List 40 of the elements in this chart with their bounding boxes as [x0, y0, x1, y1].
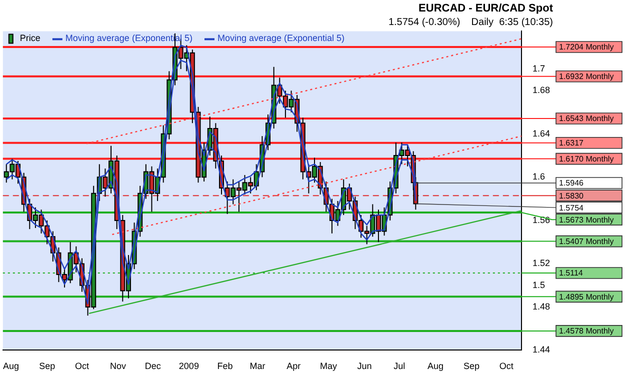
ref-line-label: 1.5407 Monthly: [559, 237, 614, 246]
x-tick-label: Aug: [427, 361, 444, 372]
ref-line-label: 1.4578 Monthly: [559, 326, 614, 336]
annotation: 1.5754: [559, 203, 584, 212]
x-tick-label: Jul: [394, 361, 406, 372]
x-tick-label: Nov: [110, 361, 127, 372]
y-tick-label: 1.64: [532, 128, 550, 138]
x-tick-label: Aug: [3, 361, 20, 372]
legend-label: Price: [20, 33, 40, 44]
ref-line-label: 1.7204 Monthly: [559, 42, 614, 52]
ref-line-label: 1.4895 Monthly: [559, 292, 614, 302]
legend-label: Moving average (Exponential 5): [217, 33, 345, 44]
chart-title: EURCAD - EUR/CAD Spot: [418, 2, 554, 15]
x-tick-label: Oct: [74, 361, 90, 372]
chart-subtitle: 1.5754 (-0.30%) Daily 6:35 (10:35): [388, 16, 553, 28]
y-tick-label: 1.48: [532, 301, 550, 312]
y-tick-label: 1.52: [532, 258, 550, 268]
y-tick-label: 1.5: [532, 280, 545, 290]
x-tick-label: 2009: [178, 361, 199, 372]
x-tick-label: Mar: [250, 361, 266, 372]
ref-line-label: 1.5830: [559, 191, 584, 200]
ref-line-label: 1.5673 Monthly: [559, 215, 614, 224]
x-tick-label: Dec: [144, 361, 162, 372]
y-tick-label: 1.7: [532, 64, 545, 74]
x-tick-label: Oct: [499, 361, 514, 372]
ref-line-label: 1.6932 Monthly: [559, 72, 614, 82]
ref-line-label: 1.5114: [559, 268, 584, 278]
x-tick-label: Apr: [286, 361, 301, 372]
y-tick-label: 1.6: [532, 172, 545, 182]
ref-line-label: 1.6170 Monthly: [559, 154, 614, 164]
x-tick-label: Sep: [39, 361, 56, 372]
x-tick-label: May: [320, 361, 338, 372]
x-tick-label: Sep: [463, 361, 480, 372]
ref-line-label: 1.6543 Monthly: [559, 114, 614, 124]
x-tick-label: Feb: [217, 361, 233, 372]
ref-line-label: 1.6317: [559, 138, 584, 148]
y-tick-label: 1.44: [532, 344, 550, 355]
x-tick-label: Jun: [357, 361, 372, 372]
annotation: 1.5946: [559, 178, 584, 188]
y-tick-label: 1.68: [532, 85, 550, 96]
